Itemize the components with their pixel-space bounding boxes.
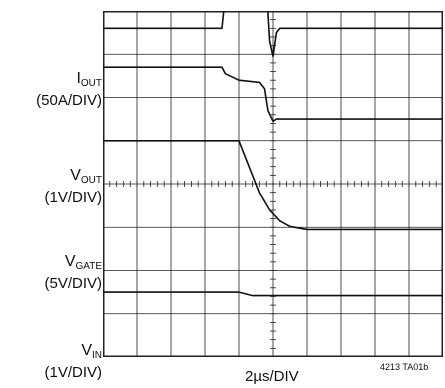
vgate-symbol: V — [64, 253, 76, 270]
trace-vin — [103, 291, 443, 297]
vout-subscript: OUT — [80, 175, 102, 186]
vin-subscript: IN — [92, 350, 102, 361]
x-axis-label: 2µs/DIV — [245, 368, 299, 385]
vin-symbol: V — [81, 342, 92, 359]
vgate-subscript: GATE — [75, 261, 102, 272]
trace-vgate — [103, 140, 443, 231]
iout-label: IOUT (50A/DIV) — [36, 70, 102, 109]
vout-symbol: V — [70, 167, 81, 184]
iout-symbol: I — [76, 70, 81, 87]
vin-scale: (1V/DIV) — [44, 364, 102, 381]
trace-iout — [103, 11, 443, 58]
vin-label: VIN (1V/DIV) — [44, 342, 102, 381]
figure-id: 4213 TA01b — [380, 362, 429, 372]
vout-label: VOUT (1V/DIV) — [44, 167, 102, 206]
trace-vout — [103, 66, 443, 123]
grid — [103, 11, 443, 357]
iout-subscript: OUT — [80, 78, 102, 89]
vout-scale: (1V/DIV) — [44, 189, 102, 206]
traces — [103, 11, 443, 297]
vgate-label: VGATE (5V/DIV) — [44, 253, 102, 292]
vgate-scale: (5V/DIV) — [44, 275, 102, 292]
oscilloscope-plot — [103, 11, 443, 357]
iout-scale: (50A/DIV) — [36, 92, 102, 109]
